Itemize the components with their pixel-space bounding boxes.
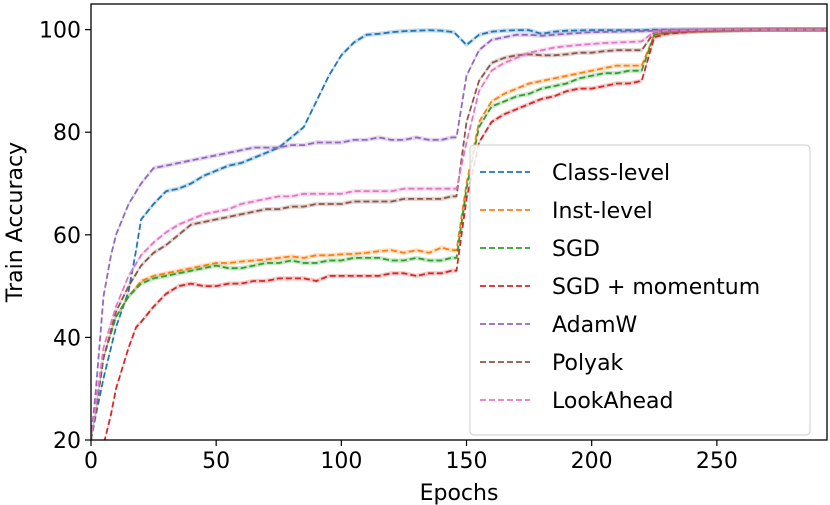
series-line-1 [91,28,827,440]
x-tick-label: 250 [696,449,738,474]
legend: Class-level Inst-level SGD SGD + momentum Ad… [469,144,811,436]
legend-label: AdamW [552,313,638,338]
y-tick-label: 20 [53,429,81,454]
x-axis-label: Epochs [420,481,499,505]
series-line-5 [91,28,827,440]
x-tick-label: 50 [202,449,230,474]
y-axis: 20 40 60 80 100 [39,19,91,454]
legend-label: Inst-level [552,199,653,224]
x-tick-label: 0 [84,449,98,474]
series-line-3 [103,28,827,440]
x-tick-label: 200 [571,449,613,474]
legend-label: SGD [552,237,600,262]
series-layer [91,27,827,440]
y-tick-label: 100 [39,19,81,44]
plot-frame [90,3,828,441]
legend-label: Polyak [552,351,624,376]
series-line-2 [91,28,827,440]
y-axis-label: Train Accuracy [3,142,28,303]
x-axis: 0 50 100 150 200 250 [84,440,738,474]
series-line-4 [91,28,827,440]
x-tick-label: 150 [446,449,488,474]
legend-label: SGD + momentum [552,275,760,300]
series-line-0 [91,28,827,440]
series-line-6 [91,28,827,440]
y-tick-label: 80 [53,121,81,146]
legend-label: LookAhead [552,389,674,414]
legend-label: Class-level [552,161,670,186]
legend-box [469,144,811,436]
x-tick-label: 100 [320,449,362,474]
y-tick-label: 40 [53,326,81,351]
y-tick-label: 60 [53,224,81,249]
